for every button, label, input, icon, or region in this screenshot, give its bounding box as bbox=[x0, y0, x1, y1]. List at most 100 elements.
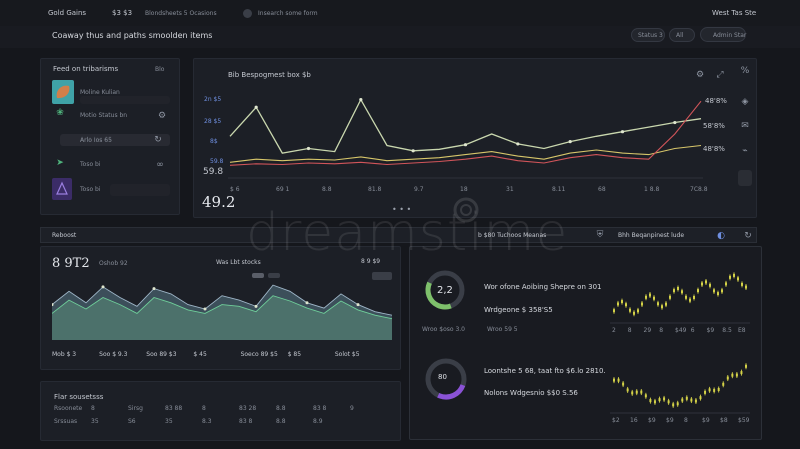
donut-1-sub: Wrdgeone $ 358'S5 bbox=[484, 306, 553, 314]
candle-body bbox=[689, 298, 691, 302]
shield-icon: ⛨ bbox=[596, 230, 604, 240]
filter-pill-1-label: Status 3 bbox=[638, 32, 663, 39]
main-series-line-2 bbox=[229, 144, 702, 163]
admin-pill[interactable] bbox=[700, 27, 746, 42]
candle-body bbox=[726, 376, 729, 380]
area-fill-1 bbox=[52, 285, 392, 340]
page-title: Coaway thus and paths smoolden items bbox=[52, 31, 213, 40]
right-value-3: 48'8% bbox=[703, 145, 725, 153]
candle-body bbox=[685, 295, 687, 299]
legend-toggle[interactable] bbox=[372, 272, 392, 280]
bl-mid-label: Was Lbt stocks bbox=[216, 259, 261, 266]
top-right-text[interactable]: West Tas Ste bbox=[712, 9, 757, 17]
bl-footer-item: Soo $ 9.3 bbox=[99, 351, 128, 358]
main-point bbox=[568, 140, 572, 144]
right-value-1: 48'8% bbox=[705, 97, 727, 105]
sync-icon[interactable]: ↻ bbox=[154, 135, 162, 145]
percent-icon[interactable]: % bbox=[740, 66, 750, 76]
corner-button[interactable] bbox=[738, 170, 752, 186]
mini-xtick: 2 bbox=[612, 327, 616, 334]
candle-body bbox=[735, 373, 738, 377]
main-line-chart[interactable] bbox=[228, 88, 703, 180]
main-pager[interactable]: • • • bbox=[392, 205, 412, 214]
refresh-icon[interactable]: ↻ bbox=[744, 231, 752, 241]
mini-candle-chart-1[interactable] bbox=[610, 252, 750, 324]
expand-icon[interactable]: ⤢ bbox=[716, 70, 724, 80]
left-row-1-bar bbox=[80, 96, 170, 104]
candle-body bbox=[721, 289, 723, 293]
donut-1-caption-2: Wroo 59 5 bbox=[487, 326, 518, 333]
area-point bbox=[305, 301, 309, 305]
clip-icon[interactable]: ⌁ bbox=[742, 146, 748, 156]
settings-icon[interactable]: ⚙ bbox=[695, 70, 705, 80]
candle-body bbox=[613, 309, 615, 313]
candle-body bbox=[661, 305, 663, 309]
main-point bbox=[306, 146, 311, 151]
area-line-2 bbox=[52, 295, 392, 320]
link-icon[interactable]: ∞ bbox=[156, 160, 164, 170]
bl-footer-item: $ 85 bbox=[287, 351, 302, 358]
stats-cell: 8 bbox=[91, 405, 95, 412]
bl-mid-icons[interactable]: 8 9 $9 bbox=[361, 258, 381, 265]
main-xtick: 81.8 bbox=[368, 186, 382, 193]
mini-xtick: $9 bbox=[706, 327, 715, 334]
candle-body bbox=[649, 293, 651, 297]
gear-icon[interactable]: ⚙ bbox=[157, 111, 167, 121]
donut-1[interactable] bbox=[423, 268, 467, 312]
left-panel-corner[interactable]: Blo bbox=[155, 66, 165, 73]
candle-body bbox=[657, 302, 659, 306]
candle-body bbox=[621, 300, 623, 304]
brand-name[interactable]: Gold Gains bbox=[48, 9, 87, 17]
bottom-left-panel bbox=[40, 246, 401, 370]
mini-xtick: 6 bbox=[690, 327, 695, 334]
main-xtick: 18 bbox=[460, 186, 468, 193]
bl-label: Oshob 92 bbox=[99, 260, 128, 267]
left-row-1-label[interactable]: Moline Kulian bbox=[80, 89, 120, 96]
mail-icon[interactable]: ✉ bbox=[741, 121, 749, 131]
thumb-teal[interactable] bbox=[52, 80, 74, 104]
left-row-4-label[interactable]: Toso bi bbox=[80, 161, 101, 168]
right-value-2: 58'8% bbox=[703, 122, 725, 130]
arrow-icon: ➤ bbox=[56, 158, 64, 168]
info-icon[interactable]: ◐ bbox=[717, 231, 725, 241]
candle-body bbox=[635, 390, 638, 394]
candle-body bbox=[745, 364, 747, 368]
top-nav-text[interactable]: Blondsheets 5 Ocasions bbox=[145, 10, 217, 17]
legend-bar-2 bbox=[268, 273, 280, 278]
candle-body bbox=[713, 388, 716, 392]
donut-2[interactable] bbox=[423, 356, 469, 402]
stats-cell: Srssuas bbox=[54, 418, 78, 425]
mini-candle-chart-2[interactable] bbox=[610, 358, 750, 414]
donut-1-value: 2,2 bbox=[437, 285, 453, 296]
mini-xtick: $2 bbox=[612, 417, 620, 424]
stats-cell: 8.3 bbox=[202, 418, 212, 425]
filter-pill-1[interactable] bbox=[631, 28, 665, 42]
search-text[interactable]: Insearch some form bbox=[258, 10, 318, 17]
main-xtick: 31 bbox=[506, 186, 514, 193]
alert-icon[interactable]: ◈ bbox=[741, 97, 749, 107]
main-xtick: 7C8.8 bbox=[690, 186, 708, 193]
area-point bbox=[101, 285, 105, 289]
donut-1-caption: Wroo $oso 3.0 bbox=[422, 326, 465, 333]
left-row-5-label[interactable]: Toso bi bbox=[80, 186, 101, 193]
main-big-value: 49.2 bbox=[202, 193, 236, 211]
main-xtick: 8.8 bbox=[322, 186, 332, 193]
bl-footer-item: Mob $ 3 bbox=[52, 351, 77, 358]
left-row-2-label[interactable]: Motio Status bn bbox=[80, 112, 128, 119]
stats-cell: S6 bbox=[128, 418, 136, 425]
main-xtick: $ 6 bbox=[230, 186, 240, 193]
ytick-2: 28 $5 bbox=[204, 118, 222, 125]
left-row-5-bar bbox=[110, 184, 170, 196]
candle-body bbox=[708, 388, 711, 392]
candle-body bbox=[649, 399, 652, 403]
mini-xtick: $9 bbox=[666, 417, 674, 424]
bottom-area-chart[interactable] bbox=[52, 278, 392, 340]
area-fill-2 bbox=[52, 295, 392, 340]
candle-body bbox=[629, 308, 631, 312]
candle-body bbox=[677, 286, 679, 290]
candle-body bbox=[641, 302, 643, 306]
area-point bbox=[356, 303, 360, 307]
thumb-purple[interactable] bbox=[52, 178, 72, 200]
search-icon[interactable] bbox=[243, 9, 252, 18]
filter-pill-2[interactable] bbox=[669, 28, 695, 42]
